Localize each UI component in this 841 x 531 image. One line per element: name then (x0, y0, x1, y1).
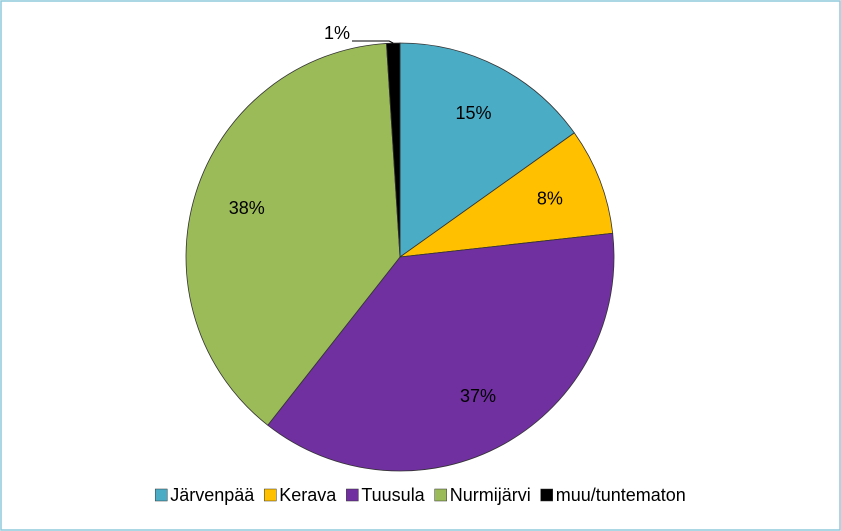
legend-label: Tuusula (361, 485, 425, 505)
legend-swatch (264, 488, 277, 502)
legend: Järvenpää Kerava Tuusula Nurmijärvi muu/tunt… (154, 485, 686, 505)
legend-swatch (154, 488, 168, 502)
data-label: 15% (456, 103, 492, 123)
legend-label: Järvenpää (170, 485, 255, 505)
data-label: 8% (537, 188, 563, 208)
legend-label: Nurmijärvi (450, 485, 531, 505)
legend-label: Kerava (279, 485, 337, 505)
pie-slice (398, 132, 614, 258)
pie-slice (267, 232, 615, 472)
legend-swatch (346, 488, 359, 502)
pie-slice (185, 43, 401, 426)
legend-swatch (540, 488, 553, 502)
legend-swatch (434, 488, 447, 502)
data-label: 38% (229, 198, 265, 218)
leader-line (352, 40, 394, 44)
legend-label: muu/tuntematon (556, 485, 686, 505)
data-label: 37% (460, 386, 496, 406)
pie-slice (399, 42, 575, 258)
data-label: 1% (324, 23, 350, 43)
